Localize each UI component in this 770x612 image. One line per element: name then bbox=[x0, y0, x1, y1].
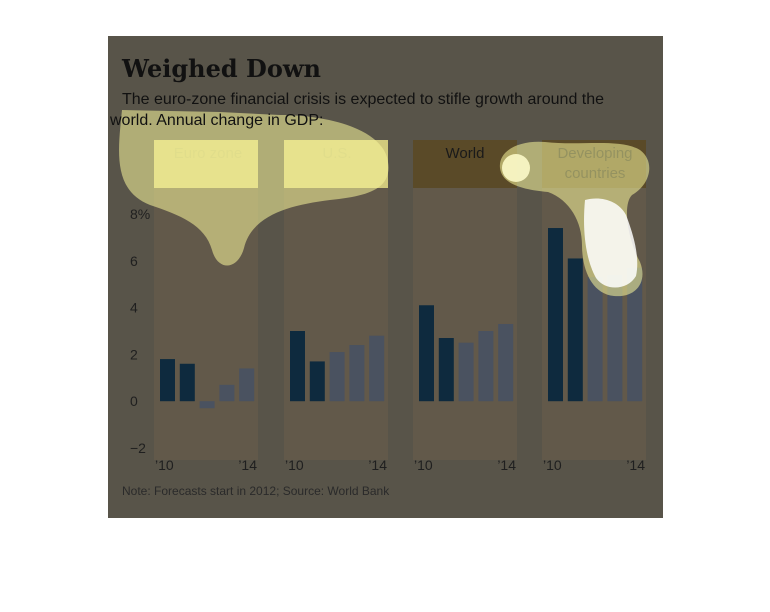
y-tick-label: 2 bbox=[130, 346, 138, 362]
x-tick-label-start: ’10 bbox=[414, 457, 433, 473]
panel-title: World bbox=[446, 145, 485, 162]
bar-2010 bbox=[548, 228, 563, 402]
bar-2011 bbox=[179, 363, 195, 402]
panel-2: World ’10 ’14 bbox=[413, 140, 517, 473]
bar-2010 bbox=[160, 359, 175, 402]
panel-background bbox=[284, 188, 388, 460]
bar-2011 bbox=[309, 361, 325, 402]
panel-header-band bbox=[413, 140, 517, 188]
y-tick-label: 6 bbox=[130, 253, 138, 269]
bar-2013 bbox=[219, 384, 235, 402]
bar-2012 bbox=[329, 352, 345, 402]
subtitle-line-2: world. Annual change in GDP: bbox=[109, 112, 323, 129]
x-tick-label-end: ’14 bbox=[497, 457, 516, 473]
y-tick-label: 4 bbox=[130, 300, 138, 316]
highlight-core-right bbox=[584, 198, 638, 288]
bar-2011 bbox=[438, 338, 454, 402]
bar-2014 bbox=[627, 267, 643, 402]
y-tick-label: −2 bbox=[130, 440, 146, 456]
x-tick-label-start: ’10 bbox=[543, 457, 562, 473]
source-note: Note: Forecasts start in 2012; Source: W… bbox=[122, 484, 390, 498]
bar-2012 bbox=[199, 401, 215, 409]
highlight-overlay bbox=[119, 110, 650, 297]
bar-2010 bbox=[419, 305, 434, 402]
bar-2013 bbox=[478, 331, 494, 402]
bar-2014 bbox=[498, 323, 514, 402]
bar-2013 bbox=[607, 274, 623, 402]
y-axis: 8% 6 4 2 0 −2 bbox=[130, 206, 150, 456]
x-tick-label-end: ’14 bbox=[626, 457, 645, 473]
bar-2013 bbox=[349, 345, 365, 402]
bar-2012 bbox=[587, 277, 603, 402]
x-tick-label-end: ’14 bbox=[238, 457, 257, 473]
highlight-us-header bbox=[284, 140, 388, 188]
x-tick-label-start: ’10 bbox=[155, 457, 174, 473]
x-tick-label-start: ’10 bbox=[285, 457, 304, 473]
y-tick-label: 8% bbox=[130, 206, 150, 222]
bar-2011 bbox=[567, 258, 583, 402]
subtitle-line-1: The euro-zone financial crisis is expect… bbox=[122, 91, 604, 108]
chart-title: Weighed Down bbox=[121, 54, 321, 83]
bar-2012 bbox=[458, 342, 474, 402]
x-tick-label-end: ’14 bbox=[368, 457, 387, 473]
highlight-euro-header bbox=[154, 140, 258, 188]
bar-2014 bbox=[369, 335, 385, 402]
y-tick-label: 0 bbox=[130, 393, 138, 409]
bar-2014 bbox=[239, 368, 255, 402]
bar-2010 bbox=[290, 331, 305, 402]
